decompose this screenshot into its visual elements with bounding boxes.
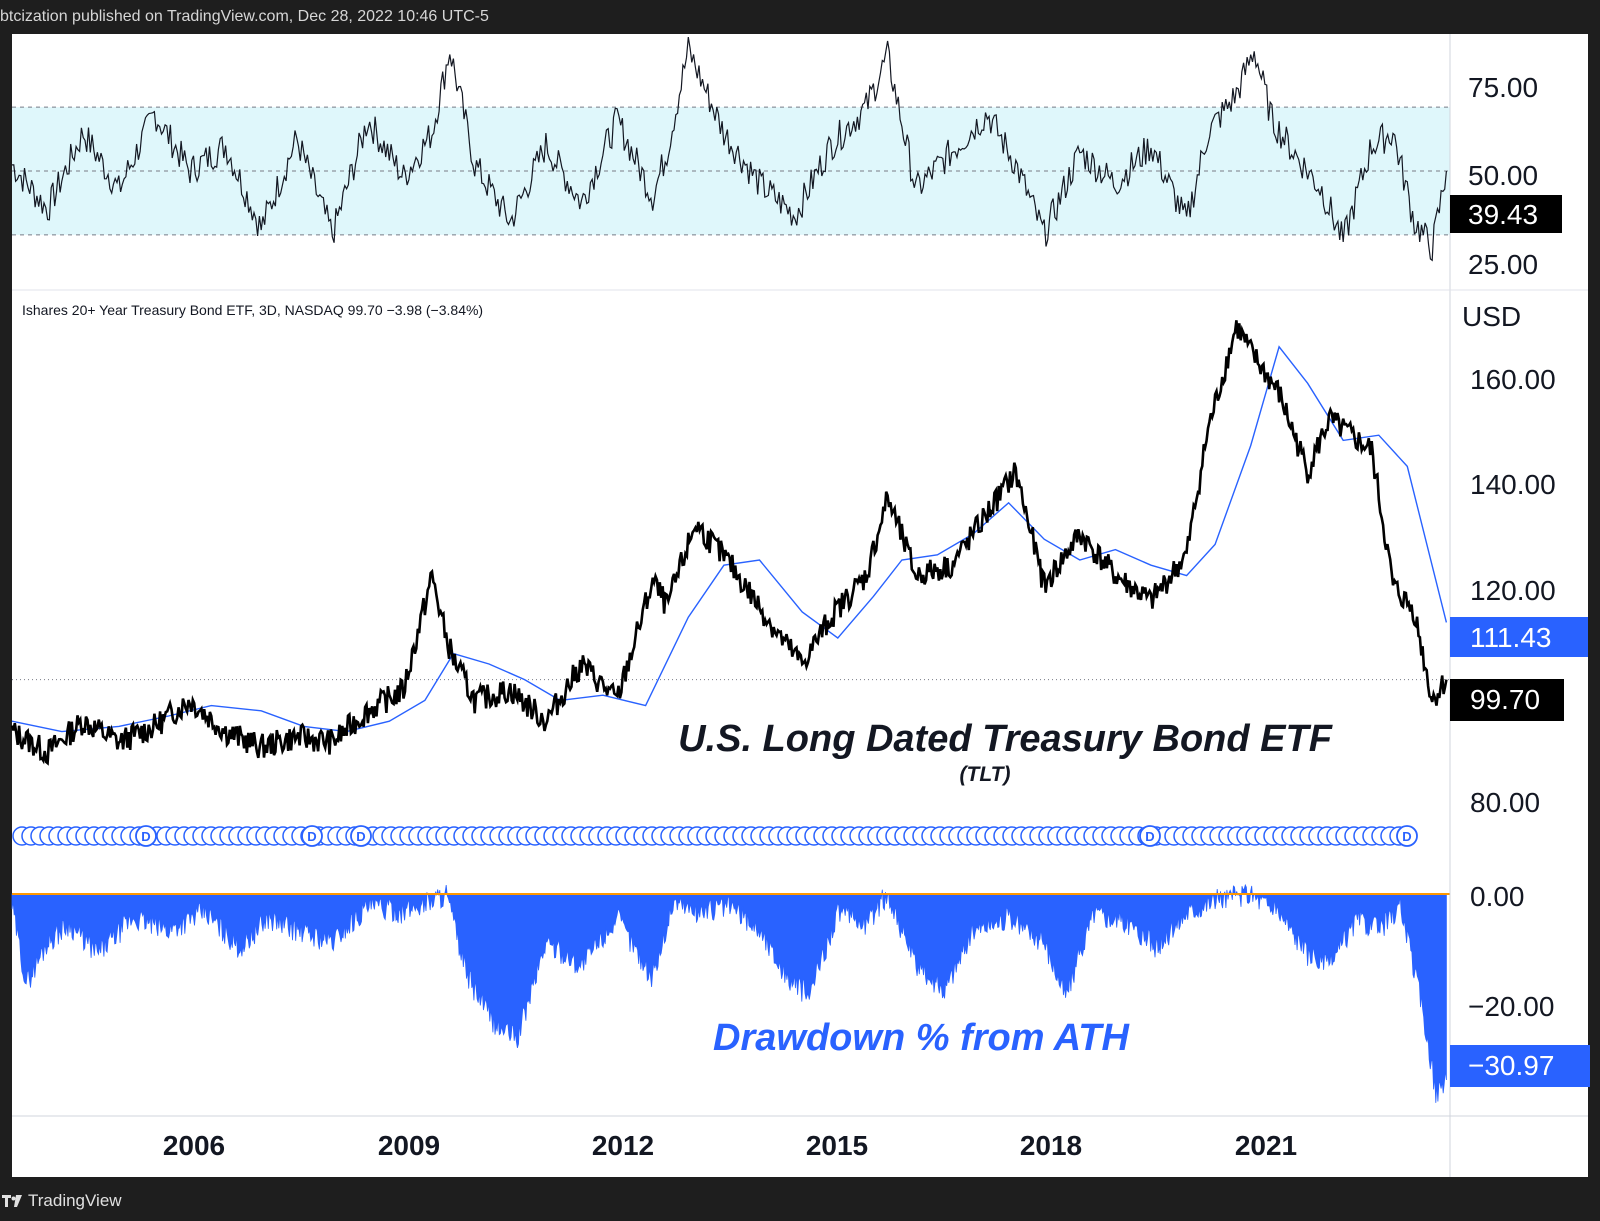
price-pane bbox=[10, 320, 1450, 766]
rsi-band bbox=[12, 107, 1450, 235]
rsi-tick-50: 50.00 bbox=[1468, 160, 1538, 191]
price-tick-120: 120.00 bbox=[1470, 575, 1556, 606]
rsi-value-badge bbox=[1450, 195, 1562, 233]
price-tick-140: 140.00 bbox=[1470, 469, 1556, 500]
dividend-marker-label: D bbox=[1402, 829, 1411, 844]
dividend-marker-labeled-1 bbox=[301, 825, 323, 847]
drawdown-area bbox=[11, 883, 1447, 1103]
attribution-text: btcization published on TradingView.com,… bbox=[0, 8, 489, 25]
ma-value-label: 111.43 bbox=[1470, 622, 1551, 653]
drawdown-annotation: Drawdown % from ATH bbox=[713, 1017, 1130, 1059]
time-label-2009: 2009 bbox=[378, 1130, 440, 1161]
price-tick-80: 80.00 bbox=[1470, 787, 1540, 818]
tradingview-logo-icon bbox=[2, 1195, 22, 1207]
chart-annotation-title: U.S. Long Dated Treasury Bond ETF bbox=[678, 718, 1334, 760]
price-line bbox=[10, 320, 1448, 766]
moving-average-line bbox=[11, 345, 1448, 733]
drawdown-pane bbox=[11, 883, 1450, 1103]
drawdown-tick-minus-20: −20.00 bbox=[1468, 991, 1554, 1022]
drawdown-value-badge bbox=[1450, 1045, 1590, 1087]
dividend-marker-label: D bbox=[307, 829, 316, 844]
dividend-marker-labeled-2 bbox=[350, 825, 372, 847]
drawdown-value-label: −30.97 bbox=[1468, 1050, 1554, 1081]
footer: TradingView bbox=[0, 1189, 122, 1213]
price-axis-currency: USD bbox=[1462, 301, 1521, 332]
drawdown-tick-0: 0.00 bbox=[1470, 881, 1525, 912]
price-tick-160: 160.00 bbox=[1470, 364, 1556, 395]
rsi-pane bbox=[12, 37, 1450, 262]
chart-legend: Ishares 20+ Year Treasury Bond ETF, 3D, … bbox=[22, 302, 483, 318]
rsi-line bbox=[12, 37, 1447, 262]
time-label-2006: 2006 bbox=[163, 1130, 225, 1161]
dividend-marker-label: D bbox=[141, 829, 150, 844]
chart-annotation-ticker: (TLT) bbox=[960, 763, 1011, 786]
price-value-badge bbox=[1450, 679, 1564, 721]
time-label-2018: 2018 bbox=[1020, 1130, 1082, 1161]
rsi-value-label: 39.43 bbox=[1468, 199, 1538, 230]
dividend-marker-label: D bbox=[1145, 829, 1154, 844]
dividend-marker-label: D bbox=[356, 829, 365, 844]
footer-brand: TradingView bbox=[28, 1191, 122, 1210]
rsi-tick-25: 25.00 bbox=[1468, 249, 1538, 280]
time-label-2012: 2012 bbox=[592, 1130, 654, 1161]
rsi-tick-75: 75.00 bbox=[1468, 72, 1538, 103]
dividend-marker-labeled-0 bbox=[135, 825, 157, 847]
price-value-label: 99.70 bbox=[1470, 684, 1540, 715]
ma-value-badge bbox=[1450, 617, 1588, 657]
time-label-2015: 2015 bbox=[806, 1130, 868, 1161]
time-label-2021: 2021 bbox=[1235, 1130, 1297, 1161]
dividend-marker-labeled-3 bbox=[1139, 825, 1161, 847]
dividend-marker-labeled-4 bbox=[1396, 825, 1418, 847]
